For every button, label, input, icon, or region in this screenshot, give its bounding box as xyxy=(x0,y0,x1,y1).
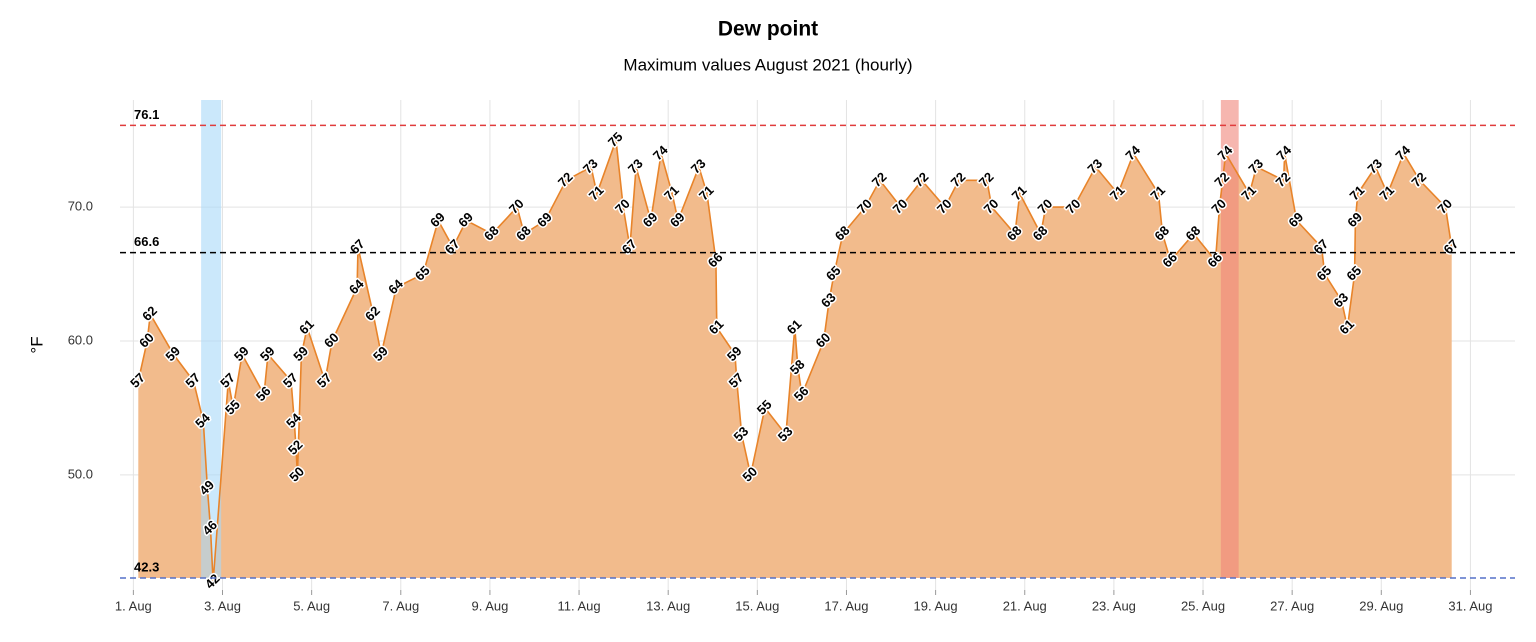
highlight-band xyxy=(1220,100,1239,578)
data-label: 68 xyxy=(1183,223,1204,244)
chart-subtitle: Maximum values August 2021 (hourly) xyxy=(623,55,912,74)
data-label: 58 xyxy=(787,357,808,378)
x-tick-label: 11. Aug xyxy=(557,598,600,613)
x-tick-label: 29. Aug xyxy=(1359,598,1403,613)
data-label: 61 xyxy=(784,316,805,337)
reference-label: 76.1 xyxy=(134,107,159,122)
data-label: 74 xyxy=(1122,142,1143,163)
y-axis-label: °F xyxy=(27,336,46,353)
x-tick-label: 23. Aug xyxy=(1092,598,1136,613)
x-tick-label: 5. Aug xyxy=(293,598,330,613)
x-tick-label: 17. Aug xyxy=(824,598,868,613)
data-label: 59 xyxy=(231,343,252,364)
x-tick-label: 1. Aug xyxy=(115,598,152,613)
data-label: 72 xyxy=(869,169,890,190)
x-tick-label: 31. Aug xyxy=(1448,598,1492,613)
data-label: 69 xyxy=(427,209,448,230)
data-label: 75 xyxy=(605,129,626,150)
x-tick-label: 25. Aug xyxy=(1181,598,1225,613)
data-label: 61 xyxy=(296,316,317,337)
line xyxy=(137,139,1453,583)
y-tick-label: 70.0 xyxy=(68,199,93,214)
data-label: 73 xyxy=(1084,156,1105,177)
x-tick-label: 19. Aug xyxy=(914,598,958,613)
x-tick-label: 9. Aug xyxy=(471,598,508,613)
area xyxy=(138,140,1452,582)
reference-label: 66.6 xyxy=(134,234,159,249)
data-label: 71 xyxy=(1009,183,1030,204)
x-tick-label: 27. Aug xyxy=(1270,598,1314,613)
data-label: 73 xyxy=(688,156,709,177)
x-tick-label: 3. Aug xyxy=(204,598,241,613)
x-tick-label: 7. Aug xyxy=(382,598,419,613)
x-tick-label: 13. Aug xyxy=(646,598,690,613)
data-label: 74 xyxy=(1273,142,1294,163)
x-tick-label: 15. Aug xyxy=(735,598,779,613)
data-label: 73 xyxy=(625,156,646,177)
data-label: 67 xyxy=(347,236,368,257)
reference-label: 42.3 xyxy=(134,559,159,574)
data-label: 73 xyxy=(1364,156,1385,177)
data-label: 70 xyxy=(506,196,527,217)
y-tick-label: 50.0 xyxy=(68,466,93,481)
chart-title: Dew point xyxy=(718,18,818,41)
y-tick-label: 60.0 xyxy=(68,332,93,347)
data-label: 74 xyxy=(1392,142,1413,163)
x-tick-label: 21. Aug xyxy=(1003,598,1047,613)
data-label: 62 xyxy=(139,303,160,324)
